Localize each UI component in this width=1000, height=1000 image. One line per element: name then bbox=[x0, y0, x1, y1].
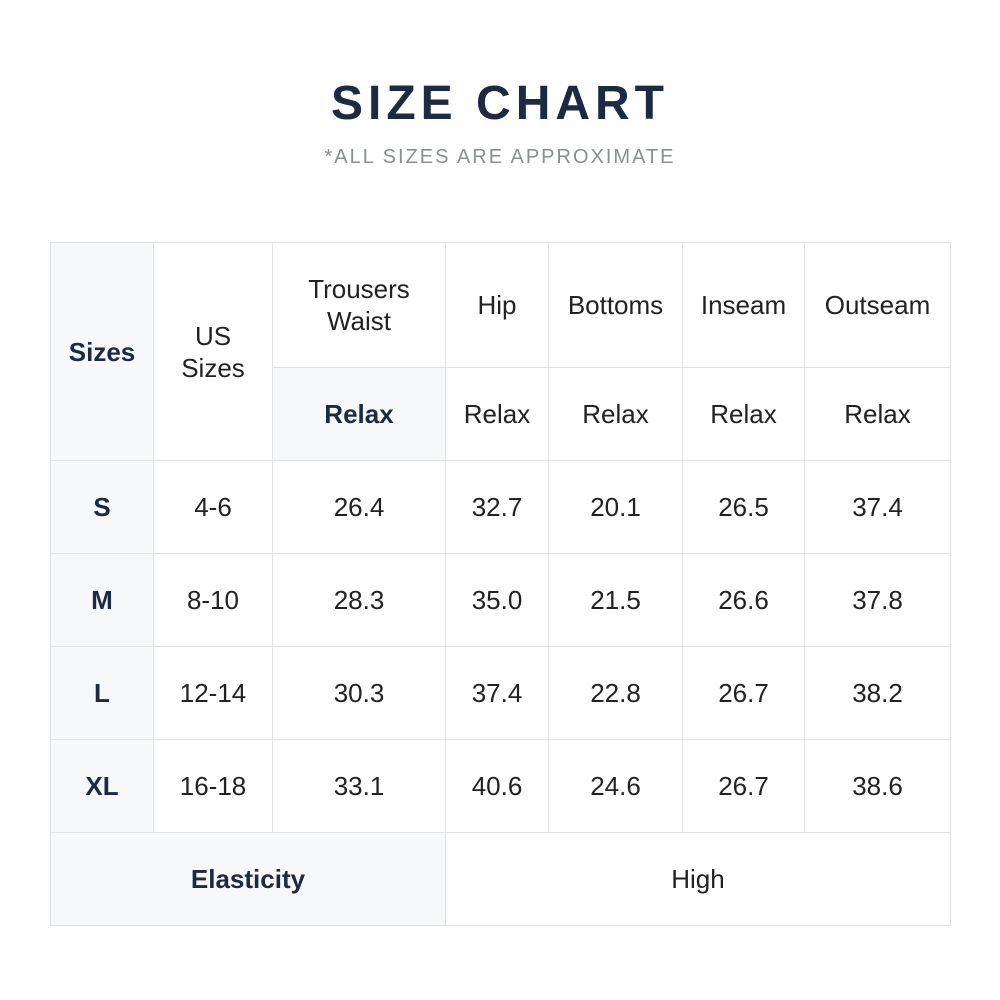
data-cell: 32.7 bbox=[445, 460, 549, 554]
subheader-cell: Relax bbox=[548, 367, 683, 461]
data-cell: 12-14 bbox=[153, 646, 273, 740]
data-cell: 22.8 bbox=[548, 646, 683, 740]
data-cell: 38.6 bbox=[804, 739, 951, 833]
cell-text: 21.5 bbox=[590, 585, 641, 615]
cell-text: 26.4 bbox=[333, 492, 385, 522]
footer-value: High bbox=[445, 832, 951, 926]
cell-text: 28.3 bbox=[333, 585, 385, 615]
subheader-cell: Relax bbox=[445, 367, 549, 461]
cell-text: 22.8 bbox=[590, 678, 641, 708]
cell-text: Relax bbox=[582, 399, 649, 429]
cell-text: Relax bbox=[463, 399, 531, 429]
cell-text: 32.7 bbox=[471, 492, 523, 522]
cell-text: 30.3 bbox=[333, 678, 385, 708]
data-cell: 28.3 bbox=[272, 553, 446, 647]
cell-text: 38.2 bbox=[852, 678, 903, 708]
cell-text: Outseam bbox=[824, 290, 931, 320]
data-cell: 37.4 bbox=[445, 646, 549, 740]
data-cell: 21.5 bbox=[548, 553, 683, 647]
data-cell: 8-10 bbox=[153, 553, 273, 647]
subheader-cell: Relax bbox=[804, 367, 951, 461]
header-cell: Inseam bbox=[682, 242, 805, 368]
data-cell: 26.7 bbox=[682, 646, 805, 740]
row-header: L bbox=[50, 646, 154, 740]
header-cell: Trousers Waist bbox=[272, 242, 446, 368]
cell-text: 37.8 bbox=[852, 585, 903, 615]
subtitle: *ALL SIZES ARE APPROXIMATE bbox=[324, 146, 676, 168]
cell-text: 40.6 bbox=[471, 771, 523, 801]
subheader-cell: Relax bbox=[272, 367, 446, 461]
cell-text: 37.4 bbox=[852, 492, 903, 522]
cell-text: US Sizes bbox=[181, 320, 245, 383]
cell-text: 8-10 bbox=[186, 585, 240, 615]
data-cell: 26.5 bbox=[682, 460, 805, 554]
cell-text: 26.7 bbox=[718, 771, 769, 801]
data-cell: 26.4 bbox=[272, 460, 446, 554]
data-cell: 37.8 bbox=[804, 553, 951, 647]
cell-text: 37.4 bbox=[471, 678, 523, 708]
cell-text: 12-14 bbox=[179, 678, 247, 708]
footer-label: Elasticity bbox=[50, 832, 446, 926]
data-cell: 24.6 bbox=[548, 739, 683, 833]
cell-text: M bbox=[91, 585, 113, 615]
data-cell: 26.7 bbox=[682, 739, 805, 833]
row-header: XL bbox=[50, 739, 154, 833]
cell-text: S bbox=[93, 492, 111, 522]
cell-text: 4-6 bbox=[194, 492, 232, 522]
subheader-cell: Relax bbox=[682, 367, 805, 461]
cell-text: 16-18 bbox=[179, 771, 247, 801]
data-cell: 4-6 bbox=[153, 460, 273, 554]
cell-text: Sizes bbox=[68, 336, 136, 367]
title: SIZE CHART bbox=[331, 77, 669, 130]
data-cell: 40.6 bbox=[445, 739, 549, 833]
cell-text: Trousers Waist bbox=[308, 274, 410, 336]
header-cell: Bottoms bbox=[548, 242, 683, 368]
cell-text: 26.5 bbox=[718, 492, 769, 522]
cell-text: Hip bbox=[477, 290, 517, 320]
cell-text: Inseam bbox=[700, 290, 787, 320]
header-cell: Hip bbox=[445, 242, 549, 368]
data-cell: 37.4 bbox=[804, 460, 951, 554]
cell-text: Relax bbox=[844, 399, 911, 429]
cell-text: XL bbox=[85, 771, 119, 801]
cell-text: 38.6 bbox=[852, 771, 903, 801]
header-cell: US Sizes bbox=[153, 242, 273, 461]
cell-text: 26.7 bbox=[718, 678, 769, 708]
cell-text: 24.6 bbox=[590, 771, 641, 801]
cell-text: 35.0 bbox=[471, 585, 523, 615]
cell-text: Bottoms bbox=[567, 290, 664, 320]
cell-text: High bbox=[671, 864, 725, 894]
data-cell: 26.6 bbox=[682, 553, 805, 647]
data-cell: 33.1 bbox=[272, 739, 446, 833]
data-cell: 38.2 bbox=[804, 646, 951, 740]
data-cell: 30.3 bbox=[272, 646, 446, 740]
header-cell: Outseam bbox=[804, 242, 951, 368]
data-cell: 35.0 bbox=[445, 553, 549, 647]
data-cell: 20.1 bbox=[548, 460, 683, 554]
cell-text: L bbox=[94, 678, 110, 708]
row-header: S bbox=[50, 460, 154, 554]
cell-text: 26.6 bbox=[718, 585, 769, 615]
cell-text: Relax bbox=[710, 399, 777, 429]
cell-text: 33.1 bbox=[333, 771, 385, 801]
cell-text: Elasticity bbox=[190, 864, 306, 894]
data-cell: 16-18 bbox=[153, 739, 273, 833]
header-cell: Sizes bbox=[50, 242, 154, 461]
cell-text: Relax bbox=[324, 399, 394, 429]
cell-text: 20.1 bbox=[590, 492, 641, 522]
row-header: M bbox=[50, 553, 154, 647]
